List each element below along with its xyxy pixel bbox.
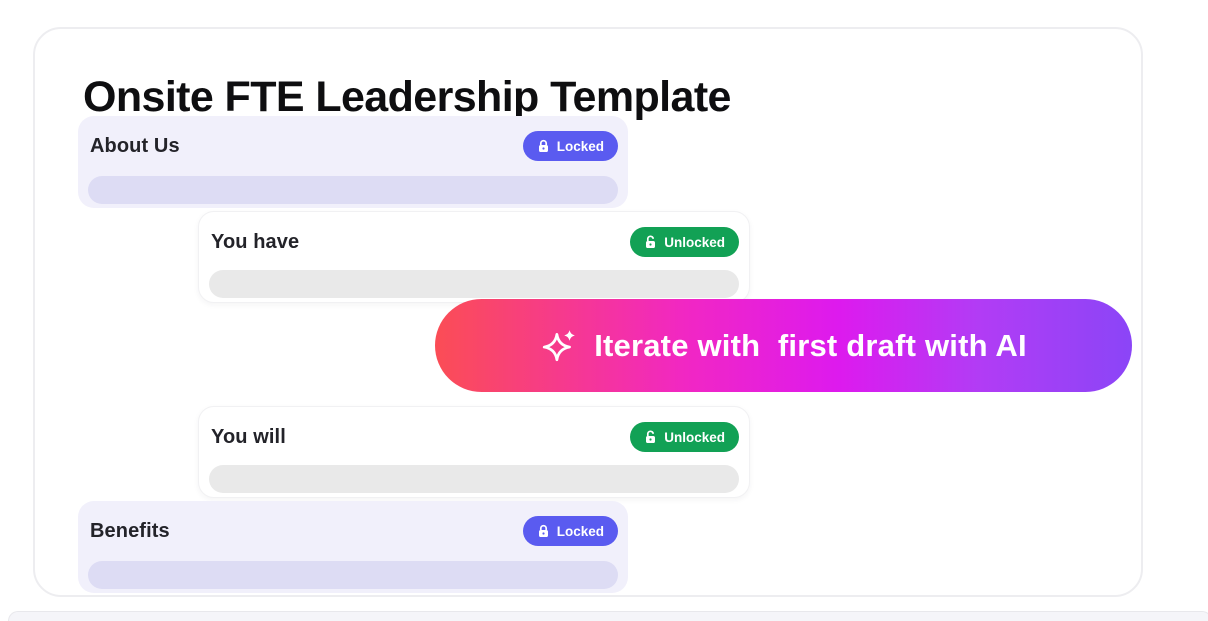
unlock-badge[interactable]: Unlocked xyxy=(630,422,739,452)
section-header: You will Unlocked xyxy=(199,407,749,452)
section-content-placeholder xyxy=(209,465,739,493)
page-title: Onsite FTE Leadership Template xyxy=(83,73,731,121)
section-label: You will xyxy=(211,425,286,448)
lock-icon xyxy=(537,524,550,538)
section-content-placeholder xyxy=(209,270,739,298)
section-about-us[interactable]: About Us Locked xyxy=(78,116,628,208)
locked-badge[interactable]: Locked xyxy=(522,516,618,546)
section-you-will[interactable]: You will Unlocked xyxy=(198,406,750,498)
section-label: You have xyxy=(211,230,300,253)
section-header: Benefits Locked xyxy=(78,501,628,546)
section-benefits[interactable]: Benefits Locked xyxy=(78,501,628,593)
badge-label: Locked xyxy=(556,523,604,539)
section-header: You have Unlocked xyxy=(199,212,749,257)
next-card-top-edge xyxy=(8,611,1208,621)
section-you-have[interactable]: You have Unlocked xyxy=(198,211,750,303)
badge-label: Unlocked xyxy=(664,234,725,250)
section-label: About Us xyxy=(90,134,180,157)
iterate-with-ai-banner[interactable]: Iterate with first draft with AI xyxy=(435,299,1132,392)
section-header: About Us Locked xyxy=(78,116,628,161)
badge-label: Unlocked xyxy=(664,429,725,445)
unlock-badge[interactable]: Unlocked xyxy=(630,227,739,257)
lock-open-icon xyxy=(644,235,657,249)
sparkle-icon xyxy=(540,327,578,365)
section-content-placeholder xyxy=(88,176,618,204)
lock-icon xyxy=(537,139,550,153)
locked-badge[interactable]: Locked xyxy=(522,131,618,161)
section-label: Benefits xyxy=(90,519,170,542)
badge-label: Locked xyxy=(556,138,604,154)
lock-open-icon xyxy=(644,430,657,444)
banner-label: Iterate with first draft with AI xyxy=(594,327,1027,363)
section-content-placeholder xyxy=(88,561,618,589)
